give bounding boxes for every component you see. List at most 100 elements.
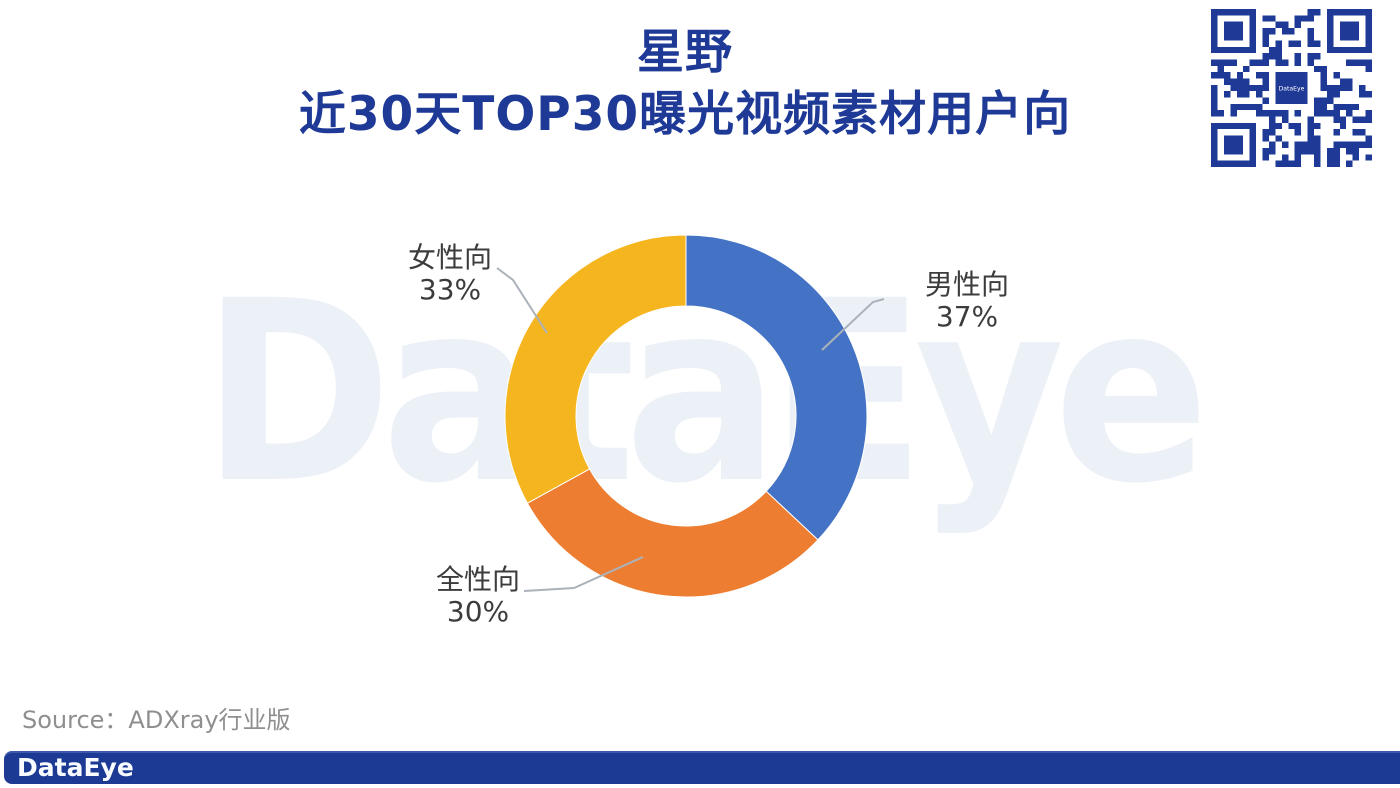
qr-module: [1294, 40, 1302, 47]
qr-module: [1288, 160, 1295, 167]
qr-module: [1333, 160, 1340, 167]
qr-module: [1275, 40, 1282, 47]
qr-module: [1314, 122, 1321, 130]
qr-module: [1262, 129, 1269, 136]
qr-module: [1217, 72, 1224, 79]
qr-module: [1326, 97, 1334, 104]
qr-module: [1262, 34, 1269, 41]
chart-title-line1: 星野: [637, 25, 733, 80]
qr-module: [1281, 154, 1289, 161]
qr-module: [1268, 116, 1276, 123]
qr-module: [1352, 103, 1360, 111]
qr-module: [1314, 103, 1321, 111]
qr-module: [1307, 135, 1315, 142]
donut-slice-男性向: [685, 234, 868, 541]
qr-module: [1326, 91, 1334, 98]
qr-module: [1307, 116, 1315, 123]
qr-module: [1314, 110, 1321, 117]
qr-module: [1301, 148, 1308, 155]
qr-module: [1333, 148, 1340, 155]
qr-module: [1339, 122, 1347, 130]
slice-label-male-value: 37%: [935, 300, 999, 333]
qr-module: [1339, 84, 1347, 92]
qr-module: [1320, 78, 1327, 85]
qr-module: [1365, 135, 1372, 142]
qr-module: [1320, 103, 1327, 111]
qr-module: [1262, 148, 1269, 155]
qr-module: [1333, 91, 1340, 98]
qr-module: [1314, 135, 1321, 142]
qr-module: [1333, 103, 1340, 111]
qr-module: [1339, 78, 1347, 85]
leader-line-male: [821, 298, 885, 351]
qr-module: [1365, 65, 1372, 73]
qr-module: [1301, 15, 1308, 22]
qr-module: [1333, 84, 1340, 92]
qr-module: [1346, 141, 1353, 149]
qr-module: [1268, 148, 1276, 155]
leader-line-female: [496, 267, 548, 334]
qr-module: [1307, 9, 1315, 16]
qr-module: [1236, 84, 1244, 92]
qr-module: [1359, 129, 1366, 136]
qr-module: [1236, 91, 1244, 98]
qr-module: [1230, 78, 1237, 85]
qr-module: [1352, 141, 1360, 149]
qr-module: [1359, 141, 1366, 149]
slice-label-all-value: 30%: [446, 595, 510, 628]
qr-module: [1365, 141, 1372, 149]
qr-module: [1320, 65, 1327, 73]
qr-module: [1352, 129, 1360, 136]
qr-module: [1243, 103, 1250, 111]
qr-module: [1359, 84, 1366, 92]
slice-label-female-name: 女性向: [407, 241, 492, 274]
qr-module: [1288, 27, 1295, 35]
slice-label-all-name: 全性向: [435, 563, 520, 596]
chart-title: 星野 近30天TOP30曝光视频素材用户向: [0, 22, 1370, 146]
qr-module: [1339, 116, 1347, 123]
qr-module: [1281, 116, 1289, 123]
qr-module: [1294, 141, 1302, 149]
qr-module: [1307, 15, 1315, 22]
qr-module: [1294, 160, 1302, 167]
qr-module: [1339, 103, 1347, 111]
qr-module: [1223, 135, 1244, 155]
qr-module: [1275, 21, 1282, 28]
qr-module: [1307, 122, 1315, 130]
qr-module: [1307, 27, 1315, 35]
qr-module: [1314, 65, 1321, 73]
qr-module: [1326, 110, 1334, 117]
qr-module: [1365, 91, 1372, 98]
qr-center-logo-text: DataEye: [1279, 86, 1305, 93]
qr-module: [1262, 97, 1269, 104]
qr-module: [1275, 59, 1282, 66]
qr-module: [1249, 59, 1257, 66]
qr-module: [1346, 160, 1353, 167]
qr-module: [1211, 110, 1218, 117]
qr-module: [1256, 59, 1263, 66]
qr-module: [1314, 141, 1321, 149]
qr-module: [1333, 110, 1340, 117]
qr-module: [1281, 59, 1289, 66]
qr-module: [1262, 110, 1269, 117]
qr-module: [1230, 84, 1237, 92]
qr-module: [1230, 103, 1237, 111]
qr-module: [1256, 91, 1263, 98]
qr-module: [1326, 84, 1334, 92]
qr-module: [1314, 53, 1321, 60]
qr-module: [1268, 53, 1276, 60]
qr-module: [1294, 129, 1302, 136]
qr-module: [1262, 59, 1269, 66]
qr-module: [1326, 154, 1334, 161]
qr-module: [1346, 103, 1353, 111]
qr-module: [1275, 122, 1282, 130]
qr-module: [1262, 53, 1269, 60]
qr-module: [1339, 21, 1360, 41]
slice-label-female: 女性向 33%: [385, 242, 515, 306]
qr-module: [1365, 154, 1372, 161]
qr-module: [1211, 91, 1218, 98]
qr-module: [1281, 21, 1289, 28]
qr-module: [1314, 148, 1321, 155]
